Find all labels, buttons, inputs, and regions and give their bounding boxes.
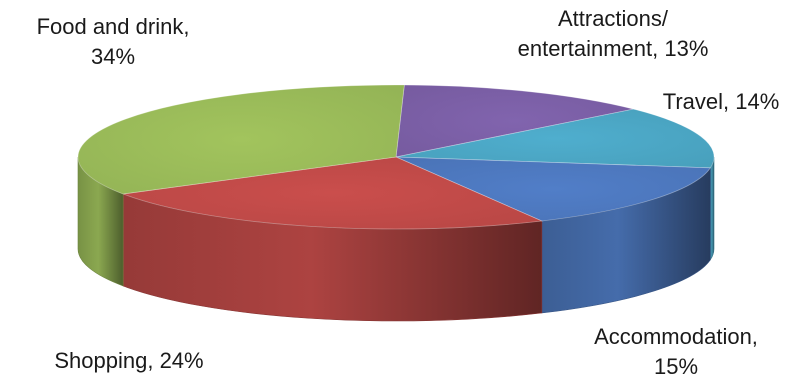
label-travel: Travel, 14%: [641, 87, 801, 117]
pie-slice-travel: [395, 108, 715, 169]
label-shopping-line-1: Shopping, 24%: [54, 348, 204, 373]
label-travel-line-1: Travel, 14%: [662, 89, 780, 114]
label-attractions-line-2: entertainment, 13%: [517, 36, 709, 61]
pie-side-food-and-drink: [77, 156, 124, 287]
pie-slice-attractions-entertainment: [395, 84, 634, 158]
label-food-line-2: 34%: [90, 44, 136, 69]
label-accommodation-line-2: 15%: [653, 354, 699, 379]
pie-slice-food-and-drink: [77, 84, 405, 195]
label-attractions-line-1: Attractions/: [557, 6, 669, 31]
pie-slice-shopping: [122, 156, 544, 230]
label-accommodation-line-1: Accommodation,: [594, 324, 758, 349]
label-food-and-drink: Food and drink, 34%: [0, 12, 226, 72]
label-attractions-entertainment: Attractions/ entertainment, 13%: [481, 4, 745, 64]
label-food-line-1: Food and drink,: [36, 14, 190, 39]
label-accommodation: Accommodation, 15%: [561, 322, 791, 382]
label-shopping: Shopping, 24%: [39, 346, 219, 376]
pie-slice-accommodation: [395, 156, 712, 222]
pie-side-travel: [710, 156, 715, 261]
